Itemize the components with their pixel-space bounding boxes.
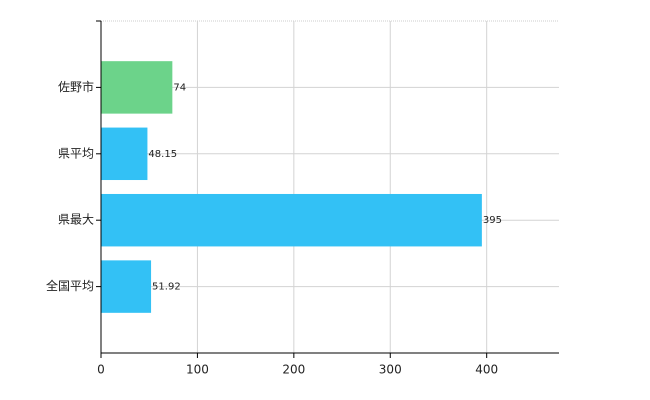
x-tick-label: 200 [282, 363, 305, 377]
bar [101, 193, 482, 247]
bar [101, 127, 148, 181]
x-tick-label: 0 [97, 363, 105, 377]
y-tick-label: 佐野市 [58, 79, 94, 94]
y-tick-label: 全国平均 [46, 278, 94, 293]
y-tick-label: 県最大 [58, 213, 94, 227]
x-tick-label: 300 [379, 363, 402, 377]
y-tick-label: 県平均 [58, 146, 94, 160]
x-tick-label: 400 [475, 363, 498, 377]
x-tick-label: 100 [186, 363, 209, 377]
bar [101, 61, 173, 114]
value-label: 74 [173, 82, 186, 93]
value-label: 395 [483, 215, 502, 226]
bar [101, 260, 152, 313]
value-label: 51.92 [152, 282, 181, 293]
value-label: 48.15 [148, 149, 177, 160]
